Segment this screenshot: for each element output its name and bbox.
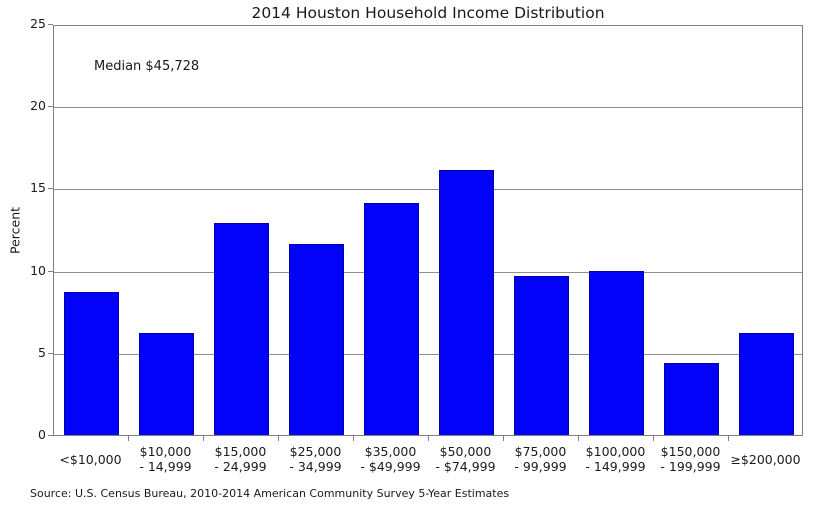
bar-0 xyxy=(64,292,119,435)
x-tick-label-line: $75,000 xyxy=(514,444,567,459)
y-tick-0 xyxy=(48,435,53,436)
gridline-5 xyxy=(54,353,802,355)
y-tick-5 xyxy=(48,352,53,354)
x-tick-label-line: - 99,999 xyxy=(514,459,567,474)
bar-3 xyxy=(289,244,344,435)
x-tick-label-line: $50,000 xyxy=(439,444,492,459)
y-tick-10 xyxy=(48,270,53,272)
x-tick-label-line: $35,000 xyxy=(364,444,417,459)
x-tick-9 xyxy=(728,436,729,441)
y-tick-label-10: 10 xyxy=(30,262,46,278)
x-tick-label-line: $15,000 xyxy=(214,444,267,459)
x-tick-label-8: $150,000- 199,999 xyxy=(653,442,728,476)
x-tick-label-line: - 199,999 xyxy=(660,459,721,474)
source-note: Source: U.S. Census Bureau, 2010-2014 Am… xyxy=(30,487,510,500)
gridline-15 xyxy=(54,189,802,191)
x-tick-7 xyxy=(578,436,579,441)
y-tick-label-25: 25 xyxy=(30,16,46,31)
bar-1 xyxy=(139,333,194,435)
y-tick-20 xyxy=(48,106,53,108)
bar-4 xyxy=(364,203,419,435)
y-tick-25 xyxy=(48,24,53,25)
x-tick-label-6: $75,000- 99,999 xyxy=(503,442,578,476)
x-tick-2 xyxy=(203,436,204,441)
bar-5 xyxy=(439,170,494,435)
x-tick-label-9: ≥$200,000 xyxy=(728,442,803,476)
x-tick-label-line: - $49,999 xyxy=(360,459,421,474)
bar-7 xyxy=(589,271,644,435)
x-tick-label-line: $25,000 xyxy=(289,444,342,459)
x-tick-label-7: $100,000- 149,999 xyxy=(578,442,653,476)
gridline-20 xyxy=(54,107,802,109)
gridline-10 xyxy=(54,271,802,273)
x-tick-label-line: <$10,000 xyxy=(59,451,122,467)
y-tick-15 xyxy=(48,188,53,190)
x-tick-3 xyxy=(278,436,279,441)
median-annotation: Median $45,728 xyxy=(94,59,200,74)
x-tick-label-0: <$10,000 xyxy=(53,442,128,476)
x-tick-8 xyxy=(653,436,654,441)
x-tick-label-line: $10,000 xyxy=(139,444,192,459)
x-tick-5 xyxy=(428,436,429,441)
bar-2 xyxy=(214,223,269,435)
y-tick-label-0: 0 xyxy=(38,427,46,442)
x-tick-label-line: - 24,999 xyxy=(214,459,267,474)
x-tick-4 xyxy=(353,436,354,441)
y-tick-label-15: 15 xyxy=(30,180,46,196)
x-tick-label-1: $10,000- 14,999 xyxy=(128,442,203,476)
x-tick-label-line: - 149,999 xyxy=(585,459,646,474)
x-tick-label-line: - $74,999 xyxy=(435,459,496,474)
x-tick-label-line: - 34,999 xyxy=(289,459,342,474)
x-tick-label-2: $15,000- 24,999 xyxy=(203,442,278,476)
chart-title: 2014 Houston Household Income Distributi… xyxy=(251,4,605,22)
y-tick-label-5: 5 xyxy=(38,344,46,360)
x-tick-label-line: $100,000 xyxy=(585,444,646,459)
x-tick-label-4: $35,000- $49,999 xyxy=(353,442,428,476)
x-tick-label-5: $50,000- $74,999 xyxy=(428,442,503,476)
bar-6 xyxy=(514,276,569,435)
bar-9 xyxy=(739,333,794,435)
x-tick-label-3: $25,000- 34,999 xyxy=(278,442,353,476)
bar-8 xyxy=(664,363,719,435)
y-tick-label-20: 20 xyxy=(30,98,46,114)
x-tick-label-line: ≥$200,000 xyxy=(730,451,801,467)
x-tick-6 xyxy=(503,436,504,441)
y-axis-label: Percent xyxy=(7,206,23,255)
x-tick-label-line: $150,000 xyxy=(660,444,721,459)
x-tick-label-line: - 14,999 xyxy=(139,459,192,474)
x-tick-1 xyxy=(128,436,129,441)
plot-area: Median $45,728 xyxy=(53,25,803,436)
